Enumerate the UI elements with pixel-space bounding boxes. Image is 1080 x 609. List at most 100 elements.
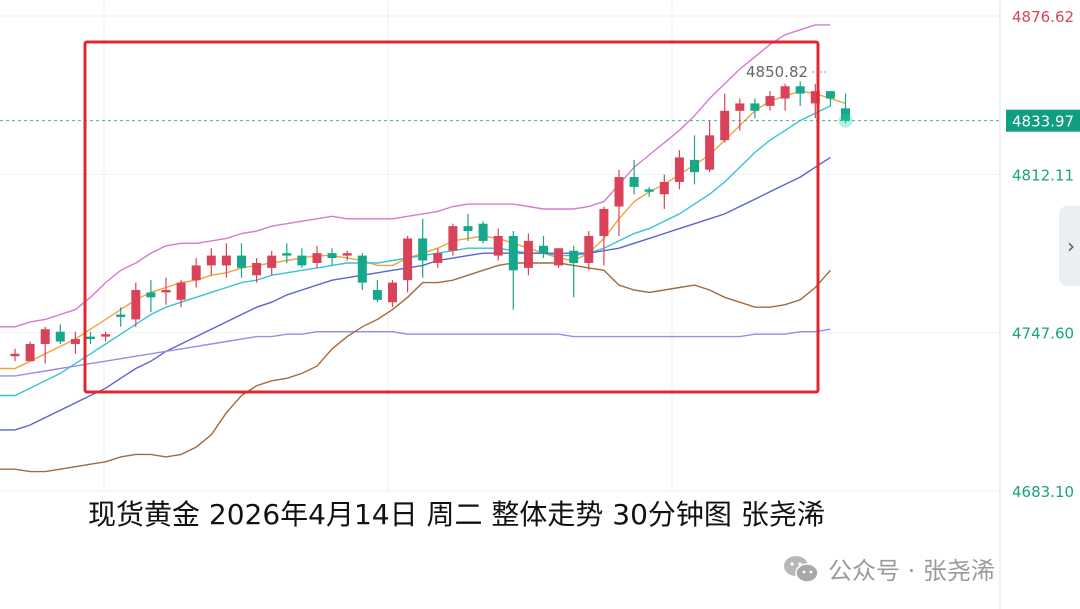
candle-body (614, 177, 624, 207)
ma-line-ma_brown (0, 262, 831, 473)
current-price-tag (1006, 109, 1080, 132)
candle (252, 258, 262, 283)
candle (720, 93, 730, 143)
candle-body (237, 255, 246, 268)
candle (735, 98, 745, 131)
ma-line-ma_purple (0, 328, 831, 377)
watermark-text: 公众号 · 张尧浠 (828, 557, 995, 585)
candle (463, 213, 473, 241)
candle-body (750, 103, 760, 111)
candle (614, 169, 624, 236)
candle (825, 91, 835, 106)
candle (644, 186, 654, 197)
candle-body (86, 336, 95, 340)
candle (599, 206, 609, 266)
y-axis-label: 4683.10 (1012, 483, 1074, 501)
highlight-box (83, 40, 820, 394)
candle-body (433, 253, 443, 263)
y-axis-label: 4876.62 (1012, 8, 1074, 26)
candle (176, 280, 186, 308)
candle (765, 91, 775, 111)
candle-body (40, 329, 50, 344)
candle (508, 231, 518, 310)
candle-body (101, 334, 111, 337)
candle-body (795, 86, 805, 94)
candle-body (810, 91, 820, 104)
candle-body (55, 331, 65, 342)
candle-body (539, 245, 548, 254)
candle-body (403, 238, 413, 281)
candle-body (388, 282, 397, 303)
candle (312, 245, 322, 268)
moving-average-lines (0, 24, 1000, 473)
candle (448, 223, 458, 256)
chart-caption: 现货黄金 2026年4月14日 周二 整体走势 30分钟图 张尧浠 (88, 498, 825, 531)
candle (237, 243, 246, 278)
candle (25, 341, 35, 362)
candle-body (448, 226, 458, 251)
candle-body (780, 86, 790, 99)
candle-body (523, 240, 533, 268)
candle (690, 135, 699, 185)
high-marker-label: 4850.82 (746, 63, 808, 81)
chart-grid (0, 0, 1001, 609)
candle (659, 174, 669, 209)
candle (146, 280, 156, 313)
candle-body (206, 255, 216, 266)
ma-line-ma_blue (0, 156, 831, 431)
candle (629, 159, 639, 195)
candle (161, 277, 171, 305)
candle-body (584, 235, 594, 263)
candle (569, 245, 579, 298)
candle (86, 331, 95, 344)
wechat-icon (784, 555, 819, 583)
candle-body (418, 238, 428, 261)
candle (116, 307, 126, 327)
candle (55, 324, 65, 344)
candle (433, 248, 443, 268)
candle-body (191, 265, 201, 281)
candle (780, 83, 790, 111)
candle (297, 248, 307, 268)
candle (795, 81, 805, 106)
candle-body (735, 103, 745, 111)
candle-body (508, 235, 518, 271)
candle (493, 228, 503, 261)
candle-body (327, 253, 337, 259)
candle (810, 83, 820, 119)
side-panel-toggle[interactable]: › (1059, 206, 1080, 286)
candle (841, 93, 850, 124)
candle-body (131, 289, 141, 320)
current-price-label: 4833.97 (1012, 113, 1074, 131)
candle (327, 248, 337, 266)
candle (131, 282, 141, 327)
candle-body (705, 135, 715, 170)
candle-body (357, 255, 367, 283)
candle-body (569, 250, 579, 263)
candle (523, 233, 533, 276)
candle (539, 235, 548, 259)
axis-labels: 4850.82 4876.62 4812.11 4747.60 4683.10 4833.… (746, 8, 1080, 501)
candle (478, 221, 488, 244)
candle-body (116, 314, 126, 317)
candle (40, 326, 50, 364)
candle-body (720, 110, 730, 141)
candle (10, 348, 20, 362)
candle (674, 150, 684, 190)
candle (101, 331, 111, 342)
candle-body (493, 235, 503, 256)
ma-line-ma_cyan (0, 105, 831, 397)
candle (705, 120, 715, 173)
candle-body (674, 157, 684, 182)
candle-body (25, 343, 35, 362)
candle (206, 248, 216, 276)
candle-body (599, 208, 609, 236)
candle (70, 331, 80, 354)
candle (342, 250, 352, 261)
candle (584, 231, 594, 271)
candle-body (176, 282, 186, 300)
y-axis-label: 4747.60 (1012, 325, 1074, 343)
ma-line-boll_upper (0, 24, 831, 328)
candle-body (282, 253, 292, 256)
